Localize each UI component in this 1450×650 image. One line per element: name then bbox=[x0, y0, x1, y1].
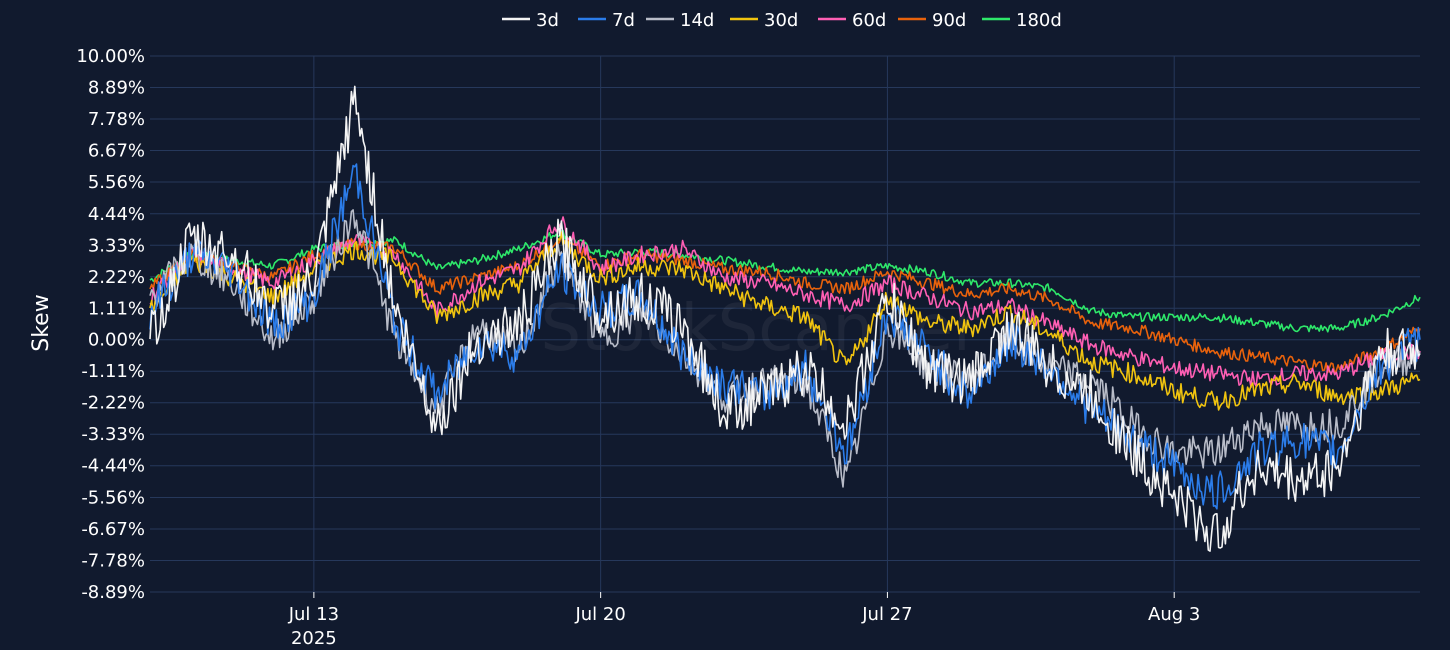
y-tick-label: -3.33% bbox=[81, 424, 145, 445]
legend-item-90d[interactable]: 90d bbox=[898, 10, 966, 31]
y-tick-label: -2.22% bbox=[81, 393, 145, 414]
y-axis-title: Skew bbox=[29, 294, 54, 351]
y-tick-label: -5.56% bbox=[81, 488, 145, 509]
y-tick-label: 4.44% bbox=[88, 204, 145, 225]
legend-label: 7d bbox=[612, 10, 635, 31]
legend-label: 180d bbox=[1016, 10, 1062, 31]
legend-item-30d[interactable]: 30d bbox=[730, 10, 798, 31]
y-tick-label: 7.78% bbox=[88, 109, 145, 130]
y-axis: 10.00% 8.89% 7.78% 6.67% 5.56% 4.44% 3.33% 2.22… bbox=[76, 46, 145, 603]
x-axis: Jul 13 2025 Jul 20 Jul 27 Aug 3 bbox=[288, 592, 1200, 649]
legend-label: 90d bbox=[932, 10, 966, 31]
legend-label: 14d bbox=[680, 10, 714, 31]
x-tick-sublabel: 2025 bbox=[291, 628, 337, 649]
y-tick-label: 1.11% bbox=[88, 298, 145, 319]
y-tick-label: -7.78% bbox=[81, 551, 145, 572]
y-tick-label: 6.67% bbox=[88, 140, 145, 161]
legend-item-14d[interactable]: 14d bbox=[646, 10, 714, 31]
legend-label: 60d bbox=[852, 10, 886, 31]
series-line-90d bbox=[149, 233, 1421, 375]
legend-item-180d[interactable]: 180d bbox=[982, 10, 1062, 31]
legend-item-60d[interactable]: 60d bbox=[818, 10, 886, 31]
legend[interactable]: 3d 7d 14d 30d 60d 90d 180d bbox=[502, 10, 1062, 31]
series-lines bbox=[149, 85, 1421, 552]
y-tick-label: -4.44% bbox=[81, 456, 145, 477]
y-tick-label: 2.22% bbox=[88, 267, 145, 288]
series-line-30d bbox=[149, 231, 1421, 411]
x-tick-label: Jul 13 bbox=[288, 604, 339, 625]
series-line-3d bbox=[149, 85, 1421, 552]
legend-item-7d[interactable]: 7d bbox=[578, 10, 635, 31]
legend-item-3d[interactable]: 3d bbox=[502, 10, 559, 31]
y-tick-label: 8.89% bbox=[88, 77, 145, 98]
legend-label: 30d bbox=[764, 10, 798, 31]
x-tick-label: Aug 3 bbox=[1148, 604, 1200, 625]
x-tick-label: Jul 20 bbox=[574, 604, 625, 625]
grid bbox=[150, 55, 1420, 593]
x-tick-label: Jul 27 bbox=[861, 604, 912, 625]
legend-label: 3d bbox=[536, 10, 559, 31]
y-tick-label: 0.00% bbox=[88, 330, 145, 351]
series-line-14d bbox=[149, 209, 1421, 488]
y-tick-label: 10.00% bbox=[76, 46, 145, 67]
series-line-60d bbox=[149, 216, 1421, 389]
y-tick-label: 3.33% bbox=[88, 235, 145, 256]
y-tick-label: 5.56% bbox=[88, 172, 145, 193]
y-tick-label: -6.67% bbox=[81, 519, 145, 540]
y-tick-label: -8.89% bbox=[81, 582, 145, 603]
y-tick-label: -1.11% bbox=[81, 361, 145, 382]
